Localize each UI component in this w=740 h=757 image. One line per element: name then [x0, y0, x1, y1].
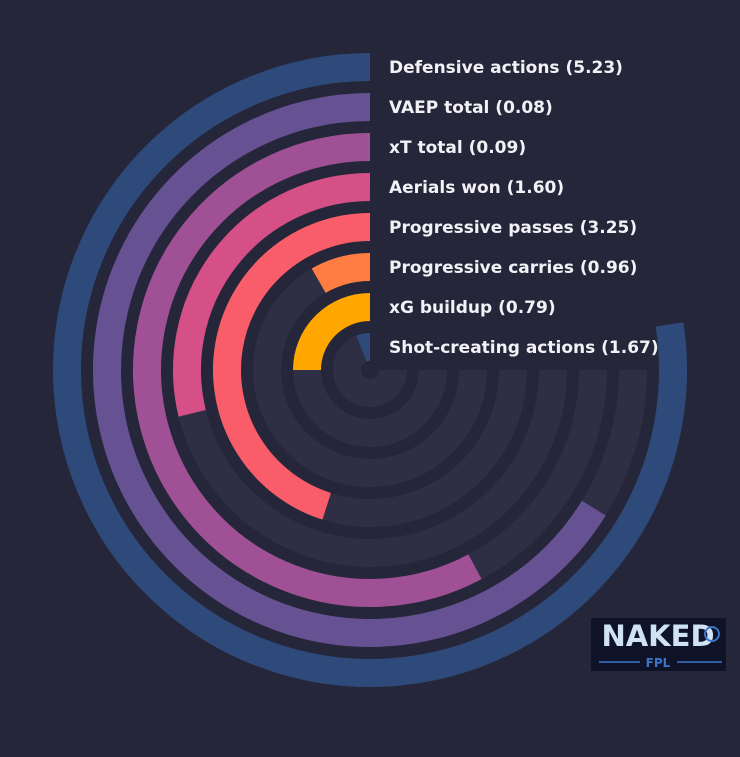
- ring-bars: [53, 53, 687, 687]
- ring-bar-xg-buildup: [293, 293, 371, 371]
- ring-track-progressive-carries: [253, 253, 487, 487]
- ring-label-defensive-actions: Defensive actions (5.23): [389, 58, 623, 78]
- logo-text-sub: FPL: [646, 656, 671, 670]
- ring-bar-progressive-passes: [213, 213, 371, 520]
- ring-bar-progressive-carries: [311, 253, 371, 294]
- ring-label-shot-creating-actions: Shot-creating actions (1.67): [389, 338, 659, 358]
- logo-mascot-icon: [704, 626, 720, 642]
- ring-bar-defensive-actions: [53, 53, 687, 687]
- ring-label-aerials-won: Aerials won (1.60): [389, 178, 564, 198]
- ring-label-xg-buildup: xG buildup (0.79): [389, 298, 556, 318]
- ring-bar-xt-total: [133, 133, 482, 607]
- ring-bar-aerials-won: [173, 173, 371, 417]
- ring-labels: Defensive actions (5.23) VAEP total (0.08…: [389, 58, 659, 358]
- ring-label-progressive-passes: Progressive passes (3.25): [389, 218, 637, 238]
- logo-background: [591, 618, 726, 671]
- ring-bar-vaep-total: [93, 93, 606, 647]
- ring-label-progressive-carries: Progressive carries (0.96): [389, 258, 637, 278]
- logo-text-main: NAKED: [601, 619, 714, 653]
- ring-bar-shot-creating-actions: [356, 333, 371, 362]
- naked-fpl-logo: NAKED FPL: [591, 618, 726, 671]
- ring-label-vaep-total: VAEP total (0.08): [389, 98, 553, 118]
- ring-label-xt-total: xT total (0.09): [389, 138, 526, 158]
- ring-track-shot-creating-actions: [333, 333, 407, 407]
